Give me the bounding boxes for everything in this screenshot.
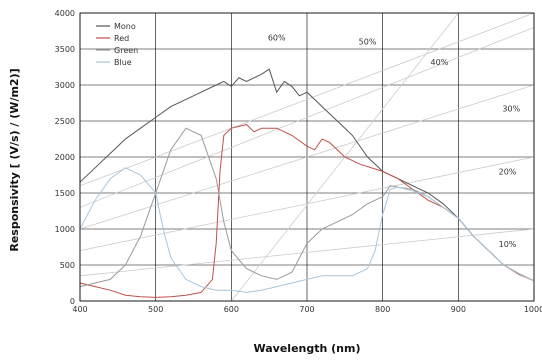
x-tick-label: 700 (299, 305, 314, 314)
y-tick-label: 500 (60, 261, 75, 270)
x-tick-label: 400 (72, 305, 87, 314)
legend-label-green: Green (114, 46, 138, 55)
x-tick-label: 600 (224, 305, 239, 314)
qe-label: 60% (268, 33, 286, 42)
x-tick-label: 900 (451, 305, 466, 314)
y-tick-label: 1000 (55, 225, 75, 234)
series-line-mono (79, 68, 535, 282)
legend: Mono Red Green Blue (96, 22, 138, 67)
qe-reference-lines: 60% 50% 40% 30% 20% 10% (79, 12, 535, 302)
y-tick-label: 3000 (55, 81, 75, 90)
y-axis-title: Responsivity [ (V/s) / (W/m2)] (8, 68, 21, 251)
y-tick-label: 2500 (55, 117, 75, 126)
series-line-blue (79, 167, 535, 293)
y-axis-ticks: 0 500 1000 1500 2000 2500 3000 3500 4000 (55, 9, 75, 306)
y-tick-label: 1500 (55, 189, 75, 198)
legend-label-mono: Mono (114, 22, 136, 31)
x-axis-title: Wavelength (nm) (254, 342, 361, 355)
x-tick-label: 1000 (524, 305, 542, 314)
plot-frame (79, 12, 535, 302)
y-tick-label: 3500 (55, 45, 75, 54)
series-group (79, 68, 535, 298)
qe-line (79, 156, 535, 251)
qe-line (79, 228, 535, 277)
qe-line (79, 84, 535, 230)
qe-label: 20% (499, 167, 517, 176)
legend-label-blue: Blue (114, 58, 132, 67)
x-tick-label: 500 (148, 305, 163, 314)
qe-line (79, 27, 535, 208)
y-tick-label: 4000 (55, 9, 75, 18)
legend-label-red: Red (114, 34, 129, 43)
x-tick-label: 800 (375, 305, 390, 314)
qe-label: 10% (499, 240, 517, 249)
x-axis-ticks: 400 500 600 700 800 900 1000 (72, 305, 542, 314)
y-tick-label: 0 (70, 297, 75, 306)
qe-label: 40% (431, 58, 449, 67)
qe-line (79, 12, 535, 187)
qe-label: 50% (359, 38, 377, 47)
qe-label: 30% (502, 105, 520, 114)
y-tick-label: 2000 (55, 153, 75, 162)
